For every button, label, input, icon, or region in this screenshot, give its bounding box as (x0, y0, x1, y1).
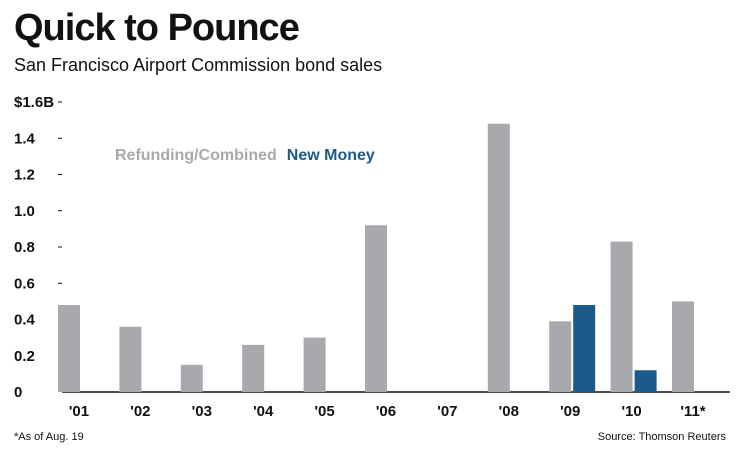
x-tick-label: '11* (680, 403, 705, 420)
bar-refunding-combined-8 (549, 321, 572, 392)
y-tick-label: 0.6 (14, 275, 35, 292)
chart-footnote: *As of Aug. 19 (14, 431, 84, 443)
bar-refunding-combined-5 (365, 225, 387, 392)
chart-source: Source: Thomson Reuters (597, 431, 726, 443)
bar-refunding-combined-0 (58, 305, 80, 392)
x-tick-label: '03 (192, 403, 212, 420)
y-tick-label: 0.2 (14, 348, 35, 365)
bar-new-money-9 (634, 370, 657, 392)
chart-subtitle: San Francisco Airport Commission bond sa… (14, 55, 383, 75)
bar-refunding-combined-7 (487, 123, 510, 392)
y-tick-label: $1.6B (14, 94, 54, 111)
bar-refunding-combined-2 (180, 364, 203, 392)
bar-refunding-combined-9 (610, 241, 633, 392)
y-tick-label: 0 (14, 384, 22, 401)
x-tick-label: '02 (130, 403, 150, 420)
x-tick-label: '09 (560, 403, 580, 420)
bar-refunding-combined-3 (242, 344, 265, 392)
x-tick-label: '01 (69, 403, 89, 420)
bar-new-money-8 (573, 305, 596, 392)
y-tick-label: 0.8 (14, 239, 35, 256)
legend-entry-refunding-combined: Refunding/Combined (115, 147, 277, 164)
legend-entry-new-money: New Money (287, 147, 375, 164)
y-tick-label: 1.4 (14, 130, 36, 147)
x-tick-label: '05 (314, 403, 334, 420)
bar-refunding-combined-4 (303, 337, 326, 392)
y-tick-label: 1.0 (14, 203, 35, 220)
x-tick-label: '06 (376, 403, 396, 420)
y-tick-label: 0.4 (14, 312, 36, 329)
x-tick-label: '10 (621, 403, 641, 420)
x-tick-label: '07 (437, 403, 457, 420)
bar-refunding-combined-10 (672, 301, 694, 392)
bar-refunding-combined-1 (119, 326, 142, 392)
chart-title: Quick to Pounce (14, 7, 300, 49)
x-tick-label: '08 (499, 403, 519, 420)
x-tick-label: '04 (253, 403, 274, 420)
y-tick-label: 1.2 (14, 167, 35, 184)
